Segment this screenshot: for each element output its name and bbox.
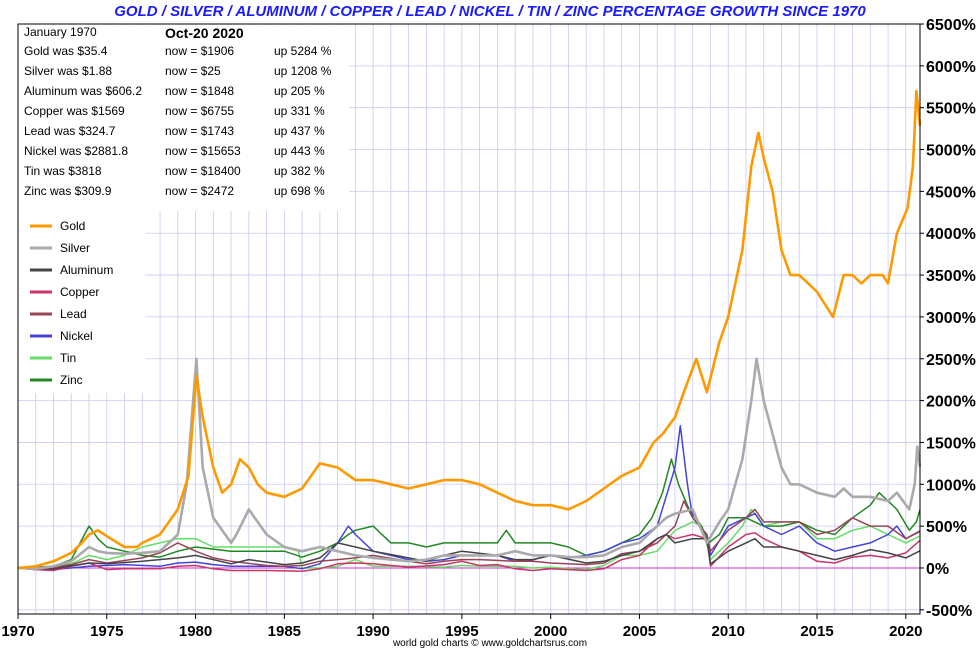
x-tick-label: 2005 [623,623,656,640]
x-tick-label: 1990 [356,623,389,640]
info-now: now = $25 [165,64,221,78]
info-now: now = $1848 [165,84,234,98]
y-tick-label: 5500% [926,101,976,118]
legend-label-aluminum: Aluminum [60,263,113,277]
chart-title: GOLD / SILVER / ALUMINUM / COPPER / LEAD… [114,3,866,20]
info-now: now = $2472 [165,184,234,198]
x-tick-label: 1970 [1,623,34,640]
legend-label-tin: Tin [60,351,76,365]
info-up: up 331 % [274,104,325,118]
y-tick-label: 5000% [926,143,976,160]
y-tick-label: 6500% [926,17,976,34]
info-up: up 382 % [274,164,325,178]
info-date-label: Oct-20 2020 [165,25,244,41]
info-now: now = $18400 [165,164,241,178]
info-up: up 1208 % [274,64,332,78]
y-tick-label: 4000% [926,226,976,243]
y-tick-label: 0% [926,561,949,578]
series-line-lead [17,500,921,569]
y-tick-label: 4500% [926,184,976,201]
series-layer [17,89,922,573]
y-tick-label: 500% [926,519,967,536]
x-tick-label: 2020 [889,623,922,640]
legend-label-zinc: Zinc [60,373,83,387]
info-up: up 698 % [274,184,325,198]
info-rows: Gold was $35.4 now = $1906 up 5284 % Silver… [24,44,332,198]
series-line-gold [17,89,922,570]
info-up: up 205 % [274,84,325,98]
info-was: Tin was $3818 [24,164,102,178]
y-axis: -500% 0% 500% 1000% 1500% 2000% 2500% 3000% 3500… [920,17,976,620]
info-box-background [19,25,349,211]
x-tick-label: 2010 [712,623,745,640]
x-tick-label: 1995 [445,623,478,640]
legend-label-silver: Silver [60,241,90,255]
info-was: Silver was $1.88 [24,64,112,78]
y-tick-label: 2000% [926,394,976,411]
y-tick-label: 1000% [926,477,976,494]
legend-background [19,211,145,393]
info-now: now = $1743 [165,124,234,138]
y-tick-label: 2500% [926,352,976,369]
x-axis: 1970 1975 1980 1985 1990 1995 2000 2005 2010 2015… [1,614,922,640]
legend-label-nickel: Nickel [60,329,93,343]
y-tick-label: 3000% [926,310,976,327]
y-tick-label: 3500% [926,268,976,285]
y-tick-label: 1500% [926,435,976,452]
info-now: now = $15653 [165,144,241,158]
x-tick-label: 1975 [90,623,123,640]
info-up: up 437 % [274,124,325,138]
legend-label-gold: Gold [60,219,85,233]
info-was: Zinc was $309.9 [24,184,112,198]
x-tick-label: 1985 [268,623,301,640]
info-base-label: January 1970 [24,25,97,39]
info-up: up 443 % [274,144,325,158]
info-was: Aluminum was $606.2 [24,84,142,98]
y-tick-label: -500% [926,603,972,620]
info-now: now = $6755 [165,104,234,118]
info-now: now = $1906 [165,44,234,58]
series-line-copper [17,532,921,573]
info-was: Gold was $35.4 [24,44,108,58]
x-tick-label: 2015 [800,623,833,640]
info-up: up 5284 % [274,44,332,58]
info-was: Nickel was $2881.8 [24,144,128,158]
x-tick-label: 2000 [534,623,567,640]
info-was: Copper was $1569 [24,104,125,118]
legend-label-lead: Lead [60,307,87,321]
x-tick-label: 1980 [179,623,212,640]
info-was: Lead was $324.7 [24,124,116,138]
legend: Gold Silver Aluminum Copper Lead Nickel Tin Zin… [30,219,113,387]
legend-label-copper: Copper [60,285,99,299]
y-tick-label: 6000% [926,59,976,76]
chart-credit: world gold charts © www.goldchartsrus.co… [392,638,587,649]
plot-frame [17,23,921,615]
